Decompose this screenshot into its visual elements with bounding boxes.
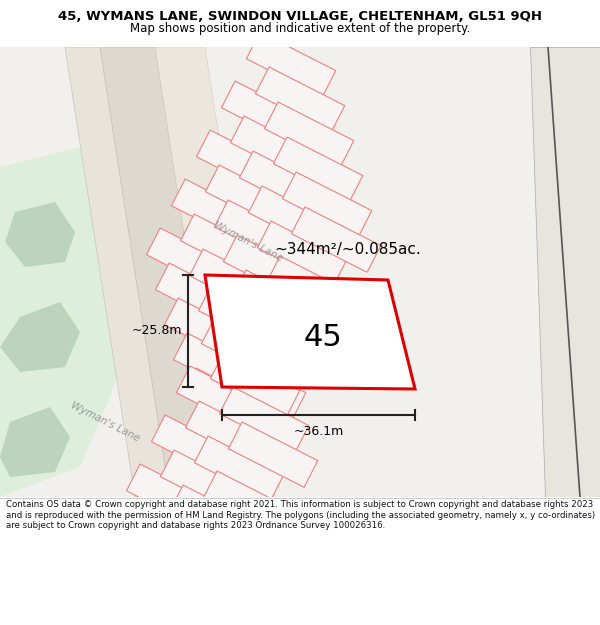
Text: Wyman's Lane: Wyman's Lane <box>212 220 284 264</box>
Polygon shape <box>127 464 216 529</box>
Polygon shape <box>229 422 318 488</box>
Polygon shape <box>190 249 279 314</box>
Polygon shape <box>169 485 259 551</box>
Polygon shape <box>230 116 320 181</box>
Text: 45: 45 <box>303 323 342 352</box>
Polygon shape <box>173 333 263 398</box>
Polygon shape <box>178 520 268 586</box>
Polygon shape <box>283 172 372 238</box>
Polygon shape <box>220 387 309 452</box>
Text: ~25.8m: ~25.8m <box>131 324 182 338</box>
Polygon shape <box>181 214 270 279</box>
Polygon shape <box>0 147 155 497</box>
Polygon shape <box>182 368 272 433</box>
Polygon shape <box>128 618 218 625</box>
Polygon shape <box>266 256 356 321</box>
Text: ~36.1m: ~36.1m <box>293 425 344 438</box>
Polygon shape <box>217 354 306 419</box>
Polygon shape <box>151 415 241 481</box>
Polygon shape <box>0 302 80 372</box>
Polygon shape <box>191 403 281 468</box>
Polygon shape <box>160 450 250 516</box>
Polygon shape <box>214 200 304 266</box>
Polygon shape <box>256 67 345 132</box>
Polygon shape <box>164 298 254 363</box>
Polygon shape <box>5 202 75 267</box>
Polygon shape <box>185 401 275 466</box>
Polygon shape <box>136 499 225 564</box>
Text: Map shows position and indicative extent of the property.: Map shows position and indicative extent… <box>130 22 470 35</box>
Polygon shape <box>232 270 322 336</box>
Polygon shape <box>247 32 336 98</box>
Polygon shape <box>211 352 300 418</box>
Polygon shape <box>199 284 288 349</box>
Polygon shape <box>154 569 243 625</box>
Text: 45, WYMANS LANE, SWINDON VILLAGE, CHELTENHAM, GL51 9QH: 45, WYMANS LANE, SWINDON VILLAGE, CHELTE… <box>58 11 542 23</box>
Polygon shape <box>0 407 70 477</box>
Polygon shape <box>257 221 347 286</box>
Polygon shape <box>203 471 293 536</box>
Polygon shape <box>274 137 363 202</box>
Polygon shape <box>239 151 329 216</box>
Polygon shape <box>172 179 261 244</box>
Text: Contains OS data © Crown copyright and database right 2021. This information is : Contains OS data © Crown copyright and d… <box>6 500 595 530</box>
Polygon shape <box>155 47 275 497</box>
Polygon shape <box>100 47 225 497</box>
Text: ~344m²/~0.085ac.: ~344m²/~0.085ac. <box>275 242 421 257</box>
Polygon shape <box>265 102 354 168</box>
Polygon shape <box>221 81 311 146</box>
Polygon shape <box>196 130 286 196</box>
Polygon shape <box>119 583 209 625</box>
Polygon shape <box>241 305 331 371</box>
Polygon shape <box>292 207 381 272</box>
Polygon shape <box>176 366 266 431</box>
Polygon shape <box>205 165 295 231</box>
Polygon shape <box>145 534 234 599</box>
Polygon shape <box>208 319 297 384</box>
Polygon shape <box>248 186 338 251</box>
Polygon shape <box>101 513 191 578</box>
Polygon shape <box>146 228 236 293</box>
Text: Wyman's Lane: Wyman's Lane <box>69 400 141 444</box>
Polygon shape <box>223 235 313 301</box>
Polygon shape <box>202 317 291 382</box>
Polygon shape <box>530 47 600 497</box>
Polygon shape <box>155 263 245 328</box>
Polygon shape <box>110 548 200 613</box>
Polygon shape <box>194 436 284 501</box>
Polygon shape <box>205 275 415 389</box>
Polygon shape <box>65 47 170 497</box>
